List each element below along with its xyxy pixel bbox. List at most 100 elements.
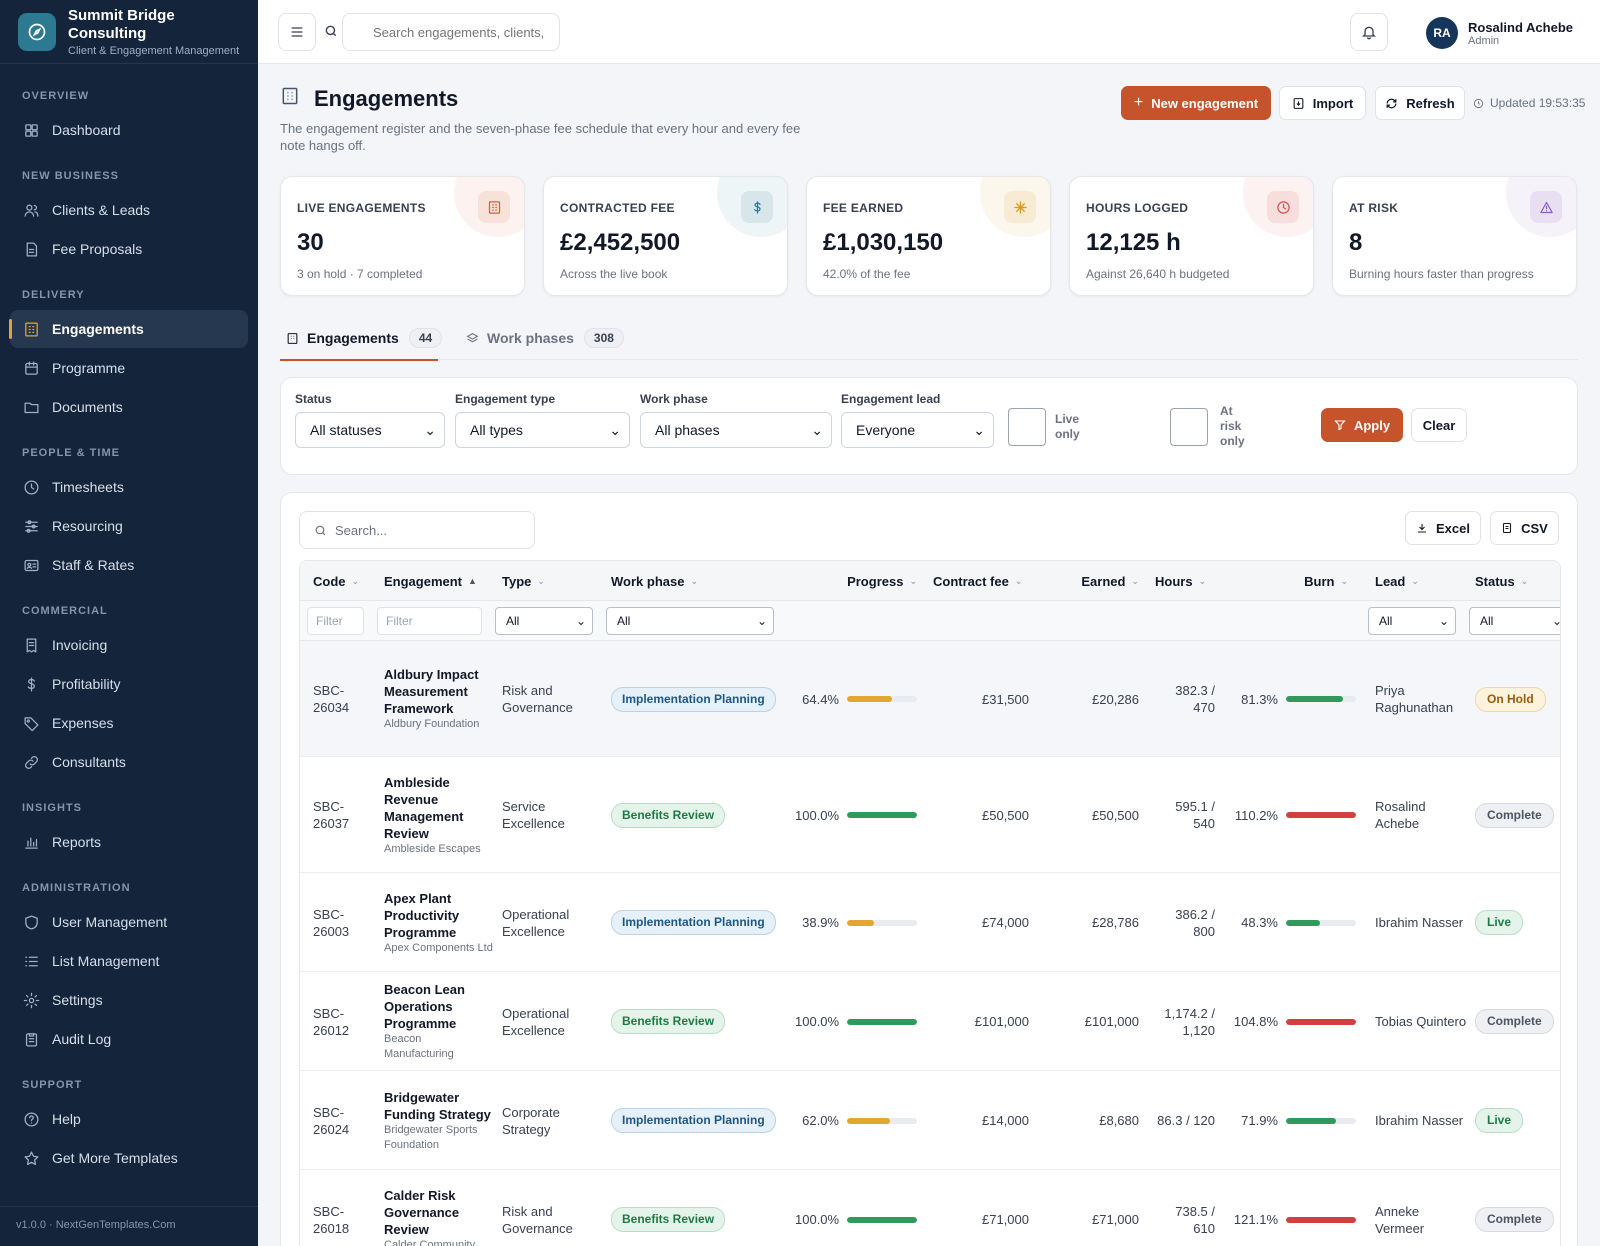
sidebar-item-get-more-templates[interactable]: Get More Templates bbox=[10, 1139, 248, 1177]
live-only-checkbox[interactable] bbox=[1008, 408, 1046, 446]
menu-toggle-button[interactable] bbox=[278, 13, 316, 51]
sidebar-item-staff-and-rates[interactable]: Staff & Rates bbox=[10, 546, 248, 584]
engagement-name[interactable]: Calder Risk Governance Review bbox=[384, 1187, 460, 1237]
global-search-input[interactable] bbox=[342, 13, 560, 51]
phase-filter-select[interactable]: All ⌄ bbox=[606, 607, 774, 635]
chevron-down-icon: ⌄ bbox=[811, 421, 823, 438]
lead-select[interactable]: Everyone ⌄ bbox=[841, 412, 994, 448]
sidebar-item-programme[interactable]: Programme bbox=[10, 349, 248, 387]
sidebar-item-expenses[interactable]: Expenses bbox=[10, 704, 248, 742]
sidebar-item-resourcing[interactable]: Resourcing bbox=[10, 507, 248, 545]
engagement-name[interactable]: Aldbury Impact Measurement Framework bbox=[384, 667, 479, 716]
clock-icon bbox=[22, 478, 40, 496]
file-icon bbox=[1501, 522, 1513, 534]
status-badge: Complete bbox=[1475, 1207, 1554, 1232]
type-select[interactable]: All types ⌄ bbox=[455, 412, 630, 448]
clear-filters-button[interactable]: Clear bbox=[1411, 408, 1467, 442]
engagement-filter-input[interactable]: Filter bbox=[377, 607, 482, 635]
engagement-name[interactable]: Apex Plant Productivity Programme bbox=[384, 890, 460, 940]
sidebar-item-consultants[interactable]: Consultants bbox=[10, 743, 248, 781]
client-name: Ambleside Escapes bbox=[384, 842, 481, 855]
column-header-status[interactable]: Status ⌄ bbox=[1475, 561, 1560, 601]
column-header-progress[interactable]: Progress ⌄ bbox=[800, 561, 917, 601]
table-row[interactable]: SBC-26034 Aldbury Impact Measurement Fram… bbox=[300, 641, 1560, 757]
clock-icon bbox=[1267, 191, 1299, 223]
code-cell: SBC-26024 bbox=[313, 1071, 373, 1170]
kpi-card-at-risk: At Risk 8 Burning hours faster than progre… bbox=[1332, 176, 1577, 296]
sidebar-item-list-management[interactable]: List Management bbox=[10, 942, 248, 980]
filter-label: Engagement lead bbox=[841, 392, 941, 406]
alert-icon bbox=[1530, 191, 1562, 223]
table-header-row: Code ⌄ Engagement ▲ Type ⌄ Work phase ⌄ Progress… bbox=[300, 561, 1560, 601]
sidebar-item-clients-and-leads[interactable]: Clients & Leads bbox=[10, 191, 248, 229]
engagement-name[interactable]: Beacon Lean Operations Programme bbox=[384, 982, 465, 1031]
notifications-button[interactable] bbox=[1350, 13, 1388, 51]
client-name: Apex Components Ltd bbox=[384, 941, 493, 954]
hours-value: 382.3 / 470 bbox=[1175, 683, 1215, 715]
earned-cell: £28,786 bbox=[1045, 873, 1139, 972]
updated-time: Updated 19:53:35 bbox=[1490, 96, 1586, 110]
column-label: Burn bbox=[1304, 573, 1335, 589]
export-csv-button[interactable]: CSV bbox=[1490, 511, 1559, 545]
import-button[interactable]: Import bbox=[1279, 86, 1366, 120]
column-header-burn[interactable]: Burn ⌄ bbox=[1218, 561, 1348, 601]
column-header-engagement[interactable]: Engagement ▲ bbox=[384, 561, 494, 601]
table-row[interactable]: SBC-26003 Apex Plant Productivity Program… bbox=[300, 873, 1560, 972]
column-header-code[interactable]: Code ⌄ bbox=[313, 561, 373, 601]
table-row[interactable]: SBC-26024 Bridgewater Funding Strategy Bri… bbox=[300, 1071, 1560, 1170]
table-row[interactable]: SBC-26018 Calder Risk Governance Review Ca… bbox=[300, 1170, 1560, 1246]
sidebar-item-audit-log[interactable]: Audit Log bbox=[10, 1020, 248, 1058]
sort-asc-icon: ▲ bbox=[468, 576, 477, 586]
sidebar-item-dashboard[interactable]: Dashboard bbox=[10, 111, 248, 149]
export-excel-button[interactable]: Excel bbox=[1405, 511, 1481, 545]
refresh-button[interactable]: Refresh bbox=[1375, 86, 1465, 120]
column-header-work-phase[interactable]: Work phase ⌄ bbox=[611, 561, 791, 601]
apply-filters-button[interactable]: Apply bbox=[1321, 408, 1403, 442]
new-engagement-button[interactable]: + New engagement bbox=[1121, 86, 1271, 120]
at-risk-only-checkbox[interactable] bbox=[1170, 408, 1208, 446]
refresh-label: Refresh bbox=[1406, 95, 1455, 111]
sidebar-item-invoicing[interactable]: Invoicing bbox=[10, 626, 248, 664]
table-search-input[interactable]: Search... bbox=[299, 511, 535, 549]
column-header-hours[interactable]: Hours ⌄ bbox=[1155, 561, 1215, 601]
burn-value: 71.9% bbox=[1241, 1113, 1278, 1128]
sidebar-item-reports[interactable]: Reports bbox=[10, 823, 248, 861]
sidebar-item-user-management[interactable]: User Management bbox=[10, 903, 248, 941]
sidebar-item-documents[interactable]: Documents bbox=[10, 388, 248, 426]
tab-engagements[interactable]: Engagements 44 bbox=[280, 316, 443, 361]
column-header-type[interactable]: Type ⌄ bbox=[502, 561, 602, 601]
lead-filter-select[interactable]: All ⌄ bbox=[1368, 607, 1456, 635]
lead-cell: Tobias Quintero bbox=[1375, 972, 1471, 1071]
sidebar-item-label: Clients & Leads bbox=[52, 202, 151, 218]
code-filter-input[interactable]: Filter bbox=[307, 607, 364, 635]
engagement-name[interactable]: Ambleside Revenue Management Review bbox=[384, 774, 464, 841]
engagement-cell: Bridgewater Funding Strategy Bridgewater … bbox=[384, 1071, 494, 1170]
column-header-earned[interactable]: Earned ⌄ bbox=[1045, 561, 1139, 601]
table-row[interactable]: SBC-26012 Beacon Lean Operations Programm… bbox=[300, 972, 1560, 1071]
sidebar-item-fee-proposals[interactable]: Fee Proposals bbox=[10, 230, 248, 268]
progress-bar-fill bbox=[847, 696, 893, 702]
tab-work-phases[interactable]: Work phases 308 bbox=[466, 316, 626, 360]
sidebar-item-timesheets[interactable]: Timesheets bbox=[10, 468, 248, 506]
type-filter-select[interactable]: All ⌄ bbox=[495, 607, 593, 635]
phase-badge: Implementation Planning bbox=[611, 686, 776, 712]
hours-value: 595.1 / 540 bbox=[1175, 799, 1215, 831]
column-header-lead[interactable]: Lead ⌄ bbox=[1375, 561, 1471, 601]
sidebar-item-label: Staff & Rates bbox=[52, 557, 135, 573]
phase-select[interactable]: All phases ⌄ bbox=[640, 412, 832, 448]
sidebar-item-engagements[interactable]: Engagements bbox=[9, 310, 248, 348]
building-icon bbox=[280, 86, 300, 112]
status-filter-select[interactable]: All ⌄ bbox=[1469, 607, 1560, 635]
status-select[interactable]: All statuses ⌄ bbox=[295, 412, 445, 448]
contract-fee: £71,000 bbox=[982, 1212, 1029, 1227]
kpi-label: At Risk bbox=[1349, 201, 1399, 215]
sidebar-item-profitability[interactable]: Profitability bbox=[10, 665, 248, 703]
table-row[interactable]: SBC-26037 Ambleside Revenue Management Re… bbox=[300, 757, 1560, 873]
type-cell: Corporate Strategy bbox=[502, 1071, 602, 1170]
user-menu[interactable]: RA Rosalind Achebe Admin bbox=[1426, 13, 1576, 53]
engagement-name[interactable]: Bridgewater Funding Strategy bbox=[384, 1089, 491, 1122]
sidebar-item-settings[interactable]: Settings bbox=[10, 981, 248, 1019]
sidebar-item-help[interactable]: Help bbox=[10, 1100, 248, 1138]
kpi-card-hours-logged: Hours Logged 12,125 h Against 26,640 h bud… bbox=[1069, 176, 1314, 296]
column-header-contract-fee[interactable]: Contract fee ⌄ bbox=[933, 561, 1029, 601]
